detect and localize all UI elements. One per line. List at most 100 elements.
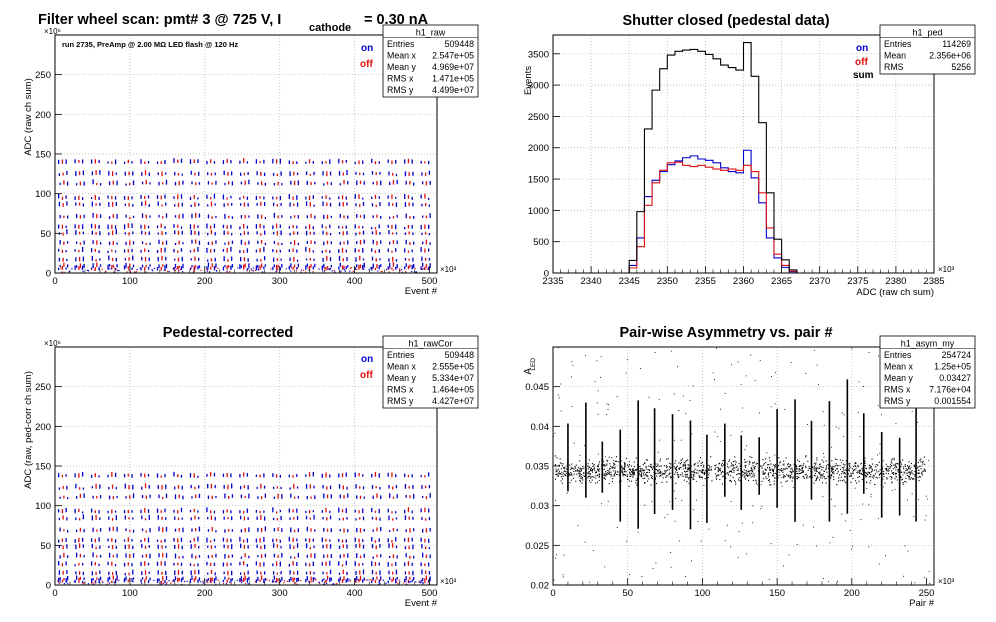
point-noise bbox=[81, 268, 83, 270]
stats-value: 0.001554 bbox=[934, 396, 971, 406]
point-band bbox=[644, 477, 646, 479]
point-noise bbox=[332, 583, 334, 585]
point-band bbox=[844, 471, 846, 474]
point-on bbox=[305, 543, 308, 549]
point-band bbox=[704, 478, 706, 480]
point-on bbox=[428, 571, 431, 575]
point-outlier bbox=[879, 443, 881, 445]
point-on bbox=[306, 526, 308, 532]
point-off bbox=[78, 571, 81, 575]
point-off bbox=[392, 216, 395, 219]
point-band bbox=[792, 469, 794, 471]
point-off bbox=[210, 577, 212, 583]
point-outlier bbox=[601, 458, 603, 460]
point-band bbox=[737, 473, 739, 475]
point-on bbox=[330, 182, 332, 186]
point-outlier bbox=[868, 352, 870, 353]
point-band bbox=[848, 470, 850, 472]
point-band bbox=[557, 475, 559, 477]
point-on bbox=[182, 527, 184, 533]
point-off bbox=[112, 264, 114, 268]
point-on bbox=[59, 215, 61, 219]
point-on bbox=[329, 257, 332, 262]
point-band bbox=[693, 478, 695, 480]
point-band bbox=[829, 474, 831, 476]
point-on bbox=[131, 161, 133, 164]
point-band bbox=[798, 465, 800, 467]
point-on bbox=[389, 555, 391, 559]
point-on bbox=[255, 195, 258, 200]
y-tick-label: 100 bbox=[35, 501, 51, 512]
point-on bbox=[198, 257, 200, 261]
point-on bbox=[116, 214, 118, 219]
point-on bbox=[108, 545, 110, 548]
point-outlier bbox=[708, 528, 710, 530]
point-band bbox=[848, 465, 851, 467]
point-band bbox=[664, 470, 666, 472]
point-on bbox=[114, 578, 117, 584]
point-on bbox=[338, 266, 340, 270]
point-band bbox=[761, 465, 763, 467]
point-on bbox=[141, 213, 144, 218]
point-on bbox=[66, 241, 69, 244]
point-off bbox=[293, 516, 295, 520]
point-band bbox=[813, 475, 815, 477]
point-off bbox=[62, 172, 64, 176]
point-on bbox=[257, 240, 259, 244]
point-off bbox=[129, 182, 131, 186]
point-band bbox=[854, 469, 856, 471]
point-outlier bbox=[851, 548, 853, 550]
point-on bbox=[173, 537, 175, 542]
point-off bbox=[211, 241, 213, 245]
point-on bbox=[191, 213, 193, 219]
point-band bbox=[884, 482, 886, 484]
point-noise bbox=[266, 579, 268, 581]
point-on bbox=[131, 267, 133, 270]
point-band bbox=[875, 469, 877, 471]
point-band bbox=[589, 468, 591, 470]
point-band bbox=[582, 479, 584, 481]
point-on bbox=[363, 214, 365, 219]
point-on bbox=[131, 539, 133, 542]
point-on bbox=[147, 509, 150, 513]
point-band bbox=[723, 471, 725, 473]
point-band bbox=[837, 480, 839, 482]
point-band bbox=[796, 477, 798, 479]
point-band bbox=[742, 471, 744, 473]
point-off bbox=[226, 509, 228, 513]
point-on bbox=[313, 545, 315, 549]
point-off bbox=[309, 202, 311, 207]
point-band bbox=[842, 466, 844, 469]
point-off bbox=[178, 265, 180, 269]
point-off bbox=[243, 264, 245, 270]
point-on bbox=[140, 224, 142, 229]
point-on bbox=[224, 182, 226, 186]
point-on bbox=[57, 577, 60, 583]
point-on bbox=[224, 576, 226, 580]
point-on bbox=[346, 170, 348, 176]
point-off bbox=[326, 572, 328, 575]
point-on bbox=[107, 250, 109, 254]
point-band bbox=[708, 472, 710, 474]
point-band bbox=[745, 478, 747, 480]
point-on bbox=[345, 225, 347, 229]
point-band bbox=[751, 470, 754, 472]
point-on bbox=[288, 160, 290, 165]
point-band bbox=[836, 464, 838, 466]
point-band bbox=[782, 476, 785, 478]
point-band bbox=[748, 474, 750, 476]
point-band bbox=[570, 479, 572, 481]
point-off bbox=[374, 194, 377, 199]
point-band bbox=[772, 471, 775, 473]
point-on bbox=[132, 484, 134, 490]
point-on bbox=[413, 215, 415, 219]
point-on bbox=[281, 183, 283, 186]
point-on bbox=[420, 224, 422, 230]
point-on bbox=[257, 264, 259, 269]
point-on bbox=[157, 544, 159, 549]
point-on bbox=[263, 196, 265, 200]
point-band bbox=[781, 470, 783, 472]
point-on bbox=[123, 510, 126, 514]
point-band bbox=[641, 472, 643, 474]
point-band bbox=[839, 474, 841, 476]
